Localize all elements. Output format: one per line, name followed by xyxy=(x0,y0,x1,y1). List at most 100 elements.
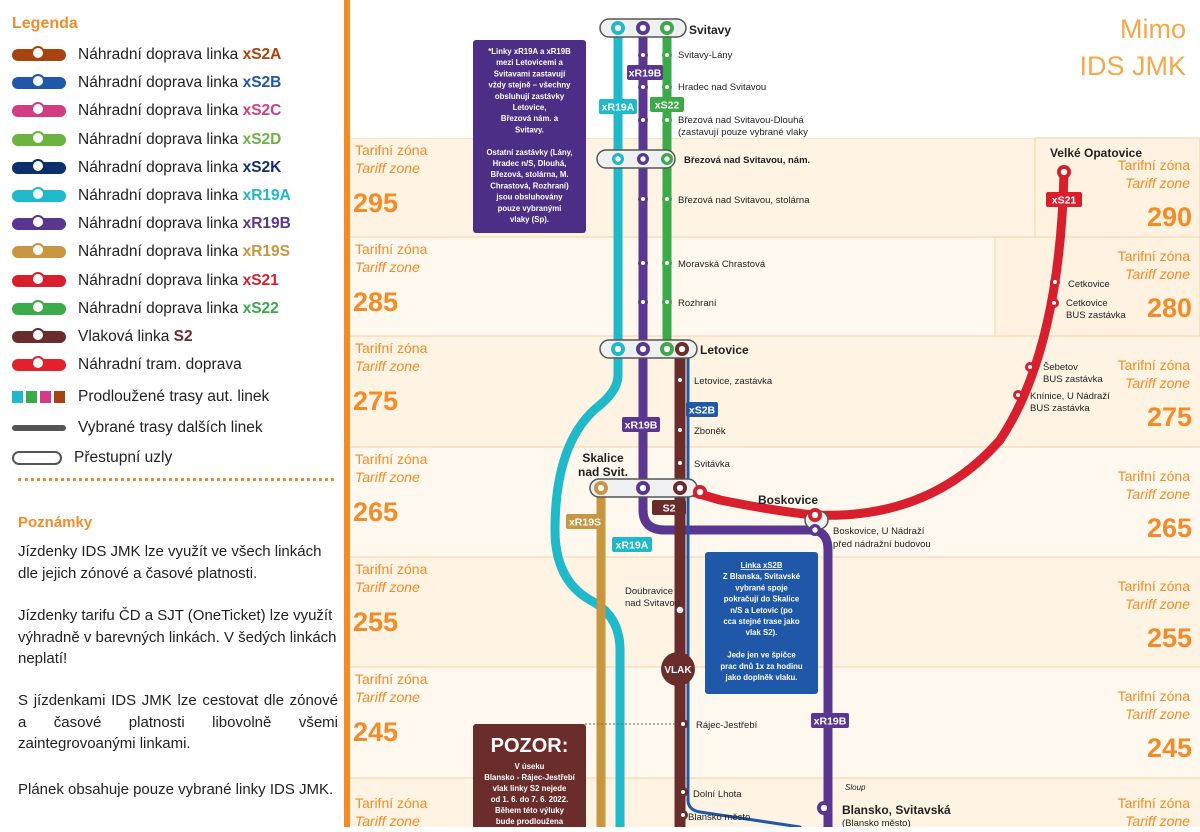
badge-xr19b-top-bg xyxy=(627,65,663,80)
stop-letovice-a-inner xyxy=(614,345,622,353)
stop-rozhrani-inner xyxy=(641,300,645,304)
stop-skalice-b-inner xyxy=(639,484,647,492)
badge-s2-bg xyxy=(652,500,686,515)
zone-number-right: 290 xyxy=(1147,202,1192,232)
label-cetkovice-bus-1: Cetkovice xyxy=(1066,298,1108,309)
label-letovice: Letovice xyxy=(700,343,749,357)
legend-xs22: Náhradní doprava linka xS22 xyxy=(12,298,279,320)
legend-extended-routes: Prodloužené trasy aut. linek xyxy=(12,386,269,408)
zone-number-left: 245 xyxy=(353,717,398,747)
zone-number-right: 265 xyxy=(1147,513,1192,543)
badge-xr19b-bottom-bg xyxy=(811,713,849,728)
stop-brezova-a-inner xyxy=(615,156,621,162)
badge-xr19s-bg xyxy=(566,514,604,529)
transfer-node-swatch xyxy=(12,451,62,465)
info-box-xs2b xyxy=(705,552,818,694)
badge-s2: S2 xyxy=(663,503,676,515)
zone-number-right: 245 xyxy=(1147,733,1192,763)
badge-xr19a-top: xR19A xyxy=(602,102,635,114)
legend-xr19b-swatch xyxy=(12,215,66,231)
legend-xs2b-label: Náhradní doprava linka xS2B xyxy=(78,74,282,92)
label-svitavy: Svitavy xyxy=(689,23,731,37)
zone-label-cz-left: Tarifní zóna xyxy=(355,561,428,577)
stop-sebetov-inner xyxy=(1028,365,1032,369)
legend-xs22-swatch xyxy=(12,299,66,315)
stop-skalice-xs21-inner xyxy=(696,488,704,496)
pozor-line: od 1. 6. do 7. 6. 2022. xyxy=(491,795,569,804)
label-blansko-svitavska-sub: (Blansko město) xyxy=(842,818,911,827)
pozor-box xyxy=(473,724,586,832)
zone-label-cz-left: Tarifní zóna xyxy=(355,795,428,811)
stop-dlouha-g-inner xyxy=(665,118,669,122)
info-box-xr19-line: Ostatní zastávky (Lány, xyxy=(486,148,572,157)
stop-letovice-c-inner xyxy=(663,345,671,353)
stop-dolni-lhota-inner xyxy=(681,790,685,794)
zone-label-en-right: Tariff zone xyxy=(1125,813,1190,827)
label-rozhrani: Rozhraní xyxy=(678,298,717,309)
badge-vlak: VLAK xyxy=(664,665,692,676)
zone-label-en-right: Tariff zone xyxy=(1125,486,1190,502)
stop-chrastova-inner xyxy=(641,261,645,265)
zone-label-cz-left: Tarifní zóna xyxy=(355,451,428,467)
zone-number-left: 295 xyxy=(353,188,398,218)
separator xyxy=(18,478,334,481)
info-box-xs2b-line: vlak S2). xyxy=(746,628,778,637)
legend-xr19b-code: xR19B xyxy=(242,215,291,233)
legend-s2-swatch xyxy=(12,328,66,343)
legend-xr19b-label: Náhradní doprava linka xR19B xyxy=(78,215,291,233)
stop-stolarna-g-inner xyxy=(665,197,669,201)
zone-label-en-left: Tariff zone xyxy=(355,813,420,827)
stop-brezova-c-inner xyxy=(664,156,670,162)
legend-xs2c-code: xS2C xyxy=(242,102,282,120)
zone-band-3 xyxy=(350,447,1200,557)
stop-skalice-s-inner xyxy=(597,484,605,492)
line-xs2b xyxy=(686,348,802,829)
info-box-xr19-line: Svitavami zastavují xyxy=(494,69,566,78)
legend-other-lines: Vybrané trasy dalších linek xyxy=(12,417,263,439)
stop-zbonek-inner xyxy=(678,428,682,432)
zone-label-cz-right: Tarifní zóna xyxy=(1118,248,1191,264)
zone-label-cz-right: Tarifní zóna xyxy=(1118,157,1191,173)
info-box-xs2b-line: Linka xS2B xyxy=(740,561,782,570)
zone-label-en-left: Tariff zone xyxy=(355,469,420,485)
label-svitavka: Svitávka xyxy=(694,459,731,470)
info-box-xr19-line: mezi Letovicemi a xyxy=(496,58,563,67)
stop-svitavy-xr19b-inner xyxy=(639,24,647,32)
stop-cetkovice-inner xyxy=(1053,280,1057,284)
legend-s2-code: S2 xyxy=(173,328,193,345)
zone-number-right: 255 xyxy=(1147,623,1192,653)
stop-rozhrani-g-inner xyxy=(665,300,669,304)
legend-xs2c-label: Náhradní doprava linka xS2C xyxy=(78,102,282,120)
zone-number-left: 265 xyxy=(353,497,398,527)
info-box-xr19-line: vždy stejně – všechny xyxy=(489,81,572,90)
zone-label-en-right: Tariff zone xyxy=(1125,375,1190,391)
stop-skalice-s2-inner xyxy=(676,484,684,492)
stop-chrastova-g-inner xyxy=(665,261,669,265)
label-brezova-dlouha-note: (zastavují pouze vybrané vlaky xyxy=(678,127,808,138)
legend-xs21-label: Náhradní doprava linka xS21 xyxy=(78,271,279,289)
legend-xr19b: Náhradní doprava linka xR19B xyxy=(12,213,291,235)
line-map: Tarifní zóna Tariff zone 295 Tarifní zóna Ta… xyxy=(350,0,1200,832)
zone-label-cz-left: Tarifní zóna xyxy=(355,340,428,356)
stop-doubravice xyxy=(675,605,685,615)
zone-number-left: 285 xyxy=(353,287,398,317)
stop-boskovice-b-inner xyxy=(812,527,818,533)
legend-xs2k-code: xS2K xyxy=(242,158,282,176)
legend-xs2c: Náhradní doprava linka xS2C xyxy=(12,100,281,122)
info-box-xs2b-line: prac dnů 1x za hodinu xyxy=(720,662,803,671)
legend-xr19a-code: xR19A xyxy=(242,187,291,204)
label-dolni-lhota: Dolní Lhota xyxy=(693,789,742,800)
zone-label-cz-right: Tarifní zóna xyxy=(1118,468,1191,484)
badge-xs2b-bg xyxy=(686,402,718,417)
label-cetkovice-bus-2: BUS zastávka xyxy=(1066,310,1126,321)
note-4: Plánek obsahuje pouze vybrané linky IDS … xyxy=(18,781,334,798)
label-boskovice-nadrazi-1: Boskovice, U Nádraží xyxy=(833,526,925,537)
legend-xs2k-swatch xyxy=(12,158,66,174)
badge-xr19a-bottom-bg xyxy=(612,537,652,552)
zone-label-cz-left: Tarifní zóna xyxy=(355,671,428,687)
stop-blansko-mesto-inner xyxy=(681,813,685,817)
badge-xs22: xS22 xyxy=(655,100,680,112)
badge-xs21: xS21 xyxy=(1052,195,1077,207)
stop-letovice-b-inner xyxy=(639,345,647,353)
legend-xr19a-label: Náhradní doprava linka xR19A xyxy=(78,187,291,204)
